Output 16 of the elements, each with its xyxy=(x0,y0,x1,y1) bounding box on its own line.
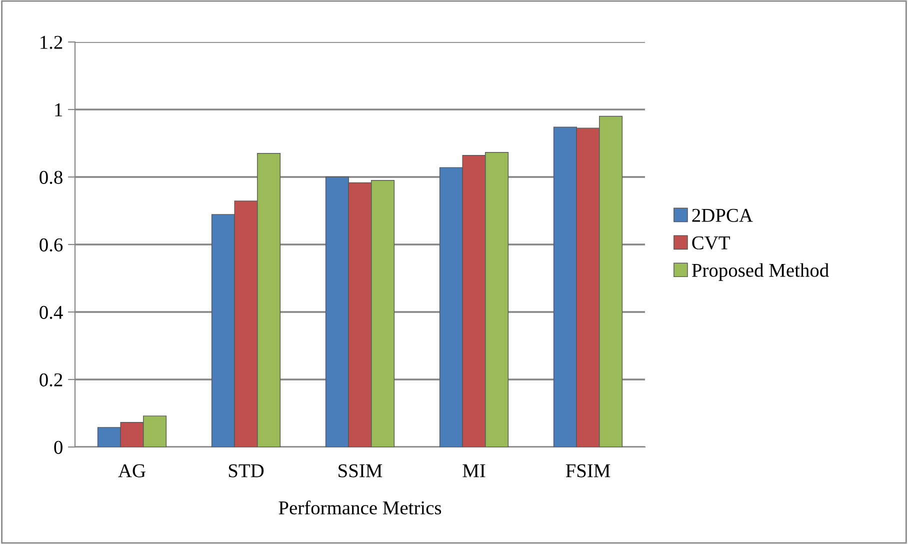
y-tick-label: 0.6 xyxy=(40,238,63,252)
legend-label: CVT xyxy=(692,236,730,250)
y-tick-label: 1 xyxy=(55,103,62,116)
legend-label: Proposed Method xyxy=(692,263,829,281)
x-tick-label: FSIM xyxy=(566,464,610,478)
x-tick-label: MI xyxy=(462,464,486,478)
y-tick-label: 0.8 xyxy=(40,170,62,184)
y-tick-label: 0 xyxy=(54,440,62,454)
legend-label: 2DPCA xyxy=(692,208,753,222)
x-axis-title: Performance Metrics xyxy=(278,500,442,514)
y-tick-label: 1.2 xyxy=(40,36,62,50)
x-tick-label: AG xyxy=(118,464,146,478)
y-tick-label: 0.2 xyxy=(40,373,62,387)
y-tick-label: 0.4 xyxy=(40,306,63,320)
x-tick-label: SSIM xyxy=(338,464,382,478)
x-tick-label: STD xyxy=(228,464,264,478)
